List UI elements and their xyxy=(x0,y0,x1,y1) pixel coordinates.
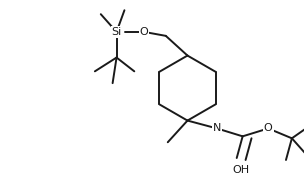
Text: Si: Si xyxy=(111,27,122,37)
Text: OH: OH xyxy=(232,165,249,175)
Text: O: O xyxy=(264,123,273,133)
Text: N: N xyxy=(213,123,221,133)
Text: O: O xyxy=(140,27,148,37)
